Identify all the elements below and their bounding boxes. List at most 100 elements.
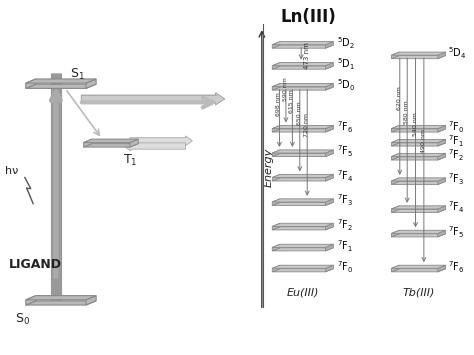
Text: LIGAND: LIGAND [9, 258, 62, 271]
Text: Eu(III): Eu(III) [287, 288, 319, 298]
Polygon shape [272, 125, 280, 132]
Polygon shape [392, 153, 446, 157]
Text: 720 nm: 720 nm [304, 114, 309, 137]
Polygon shape [272, 62, 280, 69]
Polygon shape [392, 52, 446, 55]
Polygon shape [392, 269, 446, 272]
Text: 540 nm: 540 nm [412, 112, 418, 136]
Polygon shape [26, 296, 96, 300]
Polygon shape [392, 153, 399, 160]
Text: $^5$D$_4$: $^5$D$_4$ [448, 46, 467, 61]
Polygon shape [272, 45, 333, 48]
Text: Ln(III): Ln(III) [280, 8, 336, 26]
Text: 490 nm: 490 nm [421, 129, 426, 153]
Polygon shape [272, 223, 333, 226]
Polygon shape [392, 265, 399, 272]
Text: $^5$D$_2$: $^5$D$_2$ [337, 36, 355, 51]
Polygon shape [392, 52, 399, 59]
Text: $^7$F$_4$: $^7$F$_4$ [337, 168, 354, 184]
FancyArrow shape [82, 93, 225, 105]
Polygon shape [272, 244, 333, 247]
Polygon shape [272, 66, 333, 69]
Polygon shape [272, 150, 280, 157]
Text: $^7$F$_5$: $^7$F$_5$ [448, 224, 465, 240]
Text: $^7$F$_4$: $^7$F$_4$ [448, 200, 465, 215]
Polygon shape [26, 301, 96, 305]
Polygon shape [272, 265, 333, 268]
Text: 615 nm: 615 nm [290, 89, 294, 113]
Text: $^7$F$_0$: $^7$F$_0$ [337, 259, 354, 274]
Polygon shape [392, 206, 399, 212]
Polygon shape [392, 181, 446, 185]
Text: S$_0$: S$_0$ [15, 312, 29, 327]
Polygon shape [326, 174, 333, 181]
Text: $^7$F$_1$: $^7$F$_1$ [337, 238, 353, 253]
Polygon shape [26, 79, 36, 88]
Polygon shape [392, 129, 446, 132]
Polygon shape [272, 199, 333, 202]
Polygon shape [83, 139, 138, 143]
FancyArrow shape [124, 141, 185, 151]
Polygon shape [392, 234, 446, 237]
Polygon shape [272, 83, 280, 90]
Text: T$_1$: T$_1$ [123, 153, 137, 168]
Text: 590 nm: 590 nm [283, 77, 288, 101]
Text: $^7$F$_6$: $^7$F$_6$ [337, 119, 354, 135]
Polygon shape [272, 174, 333, 178]
Text: $^5$D$_0$: $^5$D$_0$ [337, 77, 356, 93]
Text: hν: hν [5, 165, 18, 175]
Polygon shape [272, 227, 333, 230]
Polygon shape [392, 265, 446, 268]
Polygon shape [272, 129, 333, 132]
Polygon shape [326, 125, 333, 132]
Polygon shape [272, 174, 280, 181]
Polygon shape [392, 55, 446, 59]
Polygon shape [392, 230, 446, 233]
Polygon shape [272, 62, 333, 66]
Polygon shape [272, 202, 333, 206]
Text: $^7$F$_0$: $^7$F$_0$ [448, 119, 465, 135]
Text: $^7$F$_6$: $^7$F$_6$ [448, 259, 465, 274]
Polygon shape [326, 62, 333, 69]
Polygon shape [272, 42, 280, 48]
Text: $^5$D$_1$: $^5$D$_1$ [337, 56, 355, 72]
Polygon shape [272, 199, 280, 206]
Polygon shape [26, 79, 96, 83]
Polygon shape [326, 42, 333, 48]
Text: $^7$F$_2$: $^7$F$_2$ [448, 147, 465, 163]
Polygon shape [272, 83, 333, 87]
Polygon shape [392, 157, 446, 160]
Polygon shape [438, 125, 446, 132]
Polygon shape [83, 144, 138, 147]
Polygon shape [130, 139, 138, 147]
Polygon shape [272, 223, 280, 230]
Polygon shape [392, 178, 399, 185]
Text: 473 nm: 473 nm [303, 42, 310, 69]
Text: 620 nm: 620 nm [397, 86, 402, 110]
Polygon shape [26, 296, 36, 305]
Polygon shape [392, 230, 399, 237]
Polygon shape [326, 244, 333, 251]
Polygon shape [438, 230, 446, 237]
Polygon shape [438, 52, 446, 59]
Polygon shape [272, 244, 280, 251]
Polygon shape [83, 139, 92, 147]
Polygon shape [438, 153, 446, 160]
Polygon shape [326, 223, 333, 230]
Text: $^7$F$_1$: $^7$F$_1$ [448, 133, 465, 149]
Polygon shape [392, 140, 446, 143]
Text: $^7$F$_5$: $^7$F$_5$ [337, 144, 353, 159]
Text: $^7$F$_3$: $^7$F$_3$ [337, 193, 353, 208]
Polygon shape [392, 206, 446, 209]
Polygon shape [86, 79, 96, 88]
Text: $^7$F$_3$: $^7$F$_3$ [448, 171, 465, 187]
Polygon shape [438, 265, 446, 272]
Text: $^7$F$_2$: $^7$F$_2$ [337, 217, 353, 233]
Text: Tb(III): Tb(III) [402, 288, 435, 298]
Polygon shape [326, 150, 333, 157]
Text: 698 nm: 698 nm [276, 92, 282, 116]
Polygon shape [326, 265, 333, 272]
Polygon shape [272, 153, 333, 157]
Polygon shape [438, 178, 446, 185]
Polygon shape [392, 125, 446, 129]
